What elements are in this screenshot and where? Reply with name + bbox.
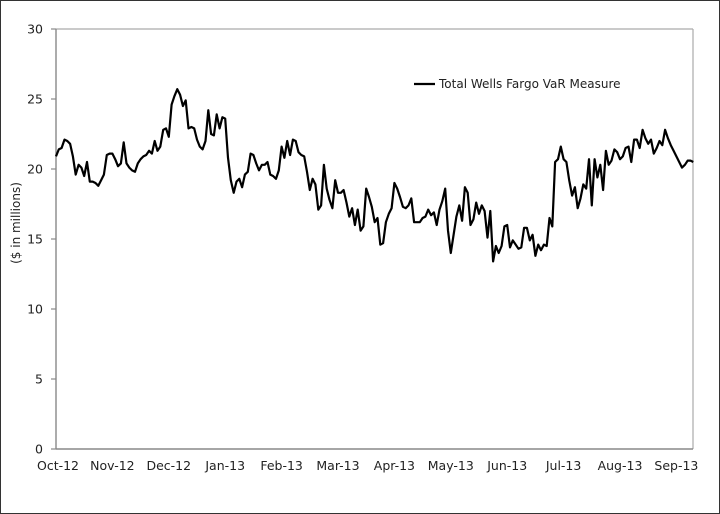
x-tick-label: Nov-12 bbox=[90, 458, 134, 473]
y-tick-label: 25 bbox=[27, 92, 43, 107]
y-axis-ticks: 0 5 10 15 20 25 30 bbox=[27, 22, 56, 457]
x-tick-label: May-13 bbox=[428, 458, 474, 473]
legend-label: Total Wells Fargo VaR Measure bbox=[438, 77, 621, 91]
x-tick-label: Dec-12 bbox=[146, 458, 191, 473]
var-measure-line bbox=[54, 88, 694, 263]
x-tick-label: Apr-13 bbox=[374, 458, 415, 473]
x-tick-label: Aug-13 bbox=[598, 458, 643, 473]
y-tick-label: 5 bbox=[35, 372, 43, 387]
x-tick-label: Jun-13 bbox=[486, 458, 527, 473]
legend: Total Wells Fargo VaR Measure bbox=[414, 77, 621, 91]
plot-area bbox=[55, 28, 694, 450]
y-axis-title: ($ in millions) bbox=[9, 182, 23, 264]
x-tick-label: Feb-13 bbox=[260, 458, 303, 473]
y-tick-label: 10 bbox=[27, 302, 43, 317]
x-tick-label: Sep-13 bbox=[654, 458, 698, 473]
x-tick-label: Mar-13 bbox=[316, 458, 359, 473]
x-tick-label: Jul-13 bbox=[545, 458, 582, 473]
x-tick-label: Jan-13 bbox=[204, 458, 245, 473]
x-axis-ticks: Oct-12 Nov-12 Dec-12 Jan-13 Feb-13 Mar-13 Apr-… bbox=[37, 458, 698, 473]
y-tick-label: 0 bbox=[35, 442, 43, 457]
y-tick-label: 20 bbox=[27, 162, 43, 177]
y-tick-label: 15 bbox=[27, 232, 43, 247]
x-tick-label: Oct-12 bbox=[37, 458, 79, 473]
y-tick-label: 30 bbox=[27, 22, 43, 37]
